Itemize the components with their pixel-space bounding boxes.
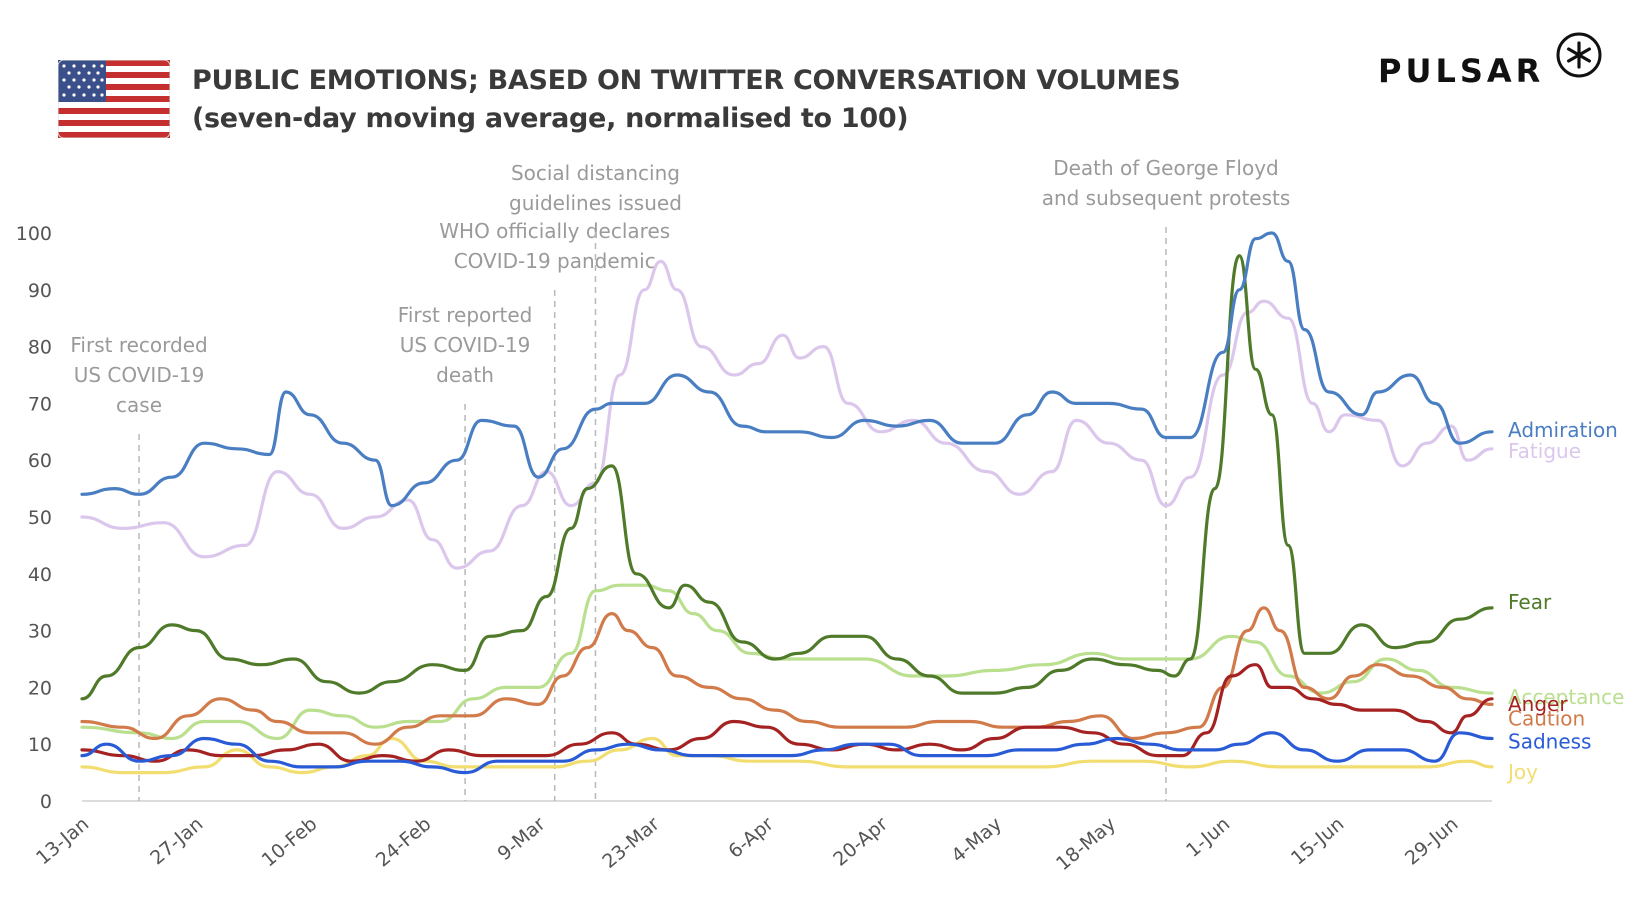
series-line-sadness [80, 731, 1494, 775]
series-line-acceptance [80, 583, 1494, 741]
event-annotation-text: death [436, 363, 494, 387]
x-tick-label: 9-Mar [494, 813, 550, 865]
legend-label-fatigue: Fatigue [1508, 439, 1581, 463]
legend-label-acceptance: Acceptance [1508, 685, 1624, 709]
x-tick-label: 20-Apr [829, 813, 892, 871]
series-line-joy [80, 736, 1494, 775]
us-flag-icon [58, 60, 170, 138]
event-annotation-text: guidelines issued [509, 191, 682, 215]
chart-subtitle: (seven-day moving average, normalised to… [192, 103, 909, 134]
y-tick-label: 60 [28, 450, 52, 472]
legend-label-caution: Caution [1508, 706, 1585, 730]
event-annotation-text: and subsequent protests [1042, 186, 1291, 210]
legend-label-admiration: Admiration [1508, 418, 1618, 442]
x-tick-label: 15-Jun [1287, 813, 1348, 870]
series-line-admiration [80, 231, 1494, 508]
x-tick-label: 23-Mar [598, 813, 664, 873]
y-tick-label: 70 [28, 393, 52, 415]
event-annotation-text: case [116, 393, 162, 417]
x-tick-label: 29-Jun [1401, 813, 1462, 870]
legend-label-joy: Joy [1506, 760, 1538, 784]
event-annotation-text: US COVID-19 [74, 363, 205, 387]
event-annotation-text: US COVID-19 [400, 333, 531, 357]
series-line-fear [80, 254, 1494, 701]
x-tick-label: 24-Feb [372, 813, 436, 871]
pulsar-logo-icon [1556, 32, 1602, 78]
series-line-fatigue [80, 259, 1494, 570]
x-tick-label: 13-Jan [32, 813, 93, 869]
y-tick-label: 40 [28, 564, 52, 586]
y-tick-label: 0 [40, 791, 52, 813]
x-tick-label: 27-Jan [146, 813, 207, 869]
x-tick-label: 18-May [1052, 813, 1120, 875]
chart-title: PUBLIC EMOTIONS; BASED ON TWITTER CONVER… [192, 62, 1181, 138]
x-tick-label: 6-Apr [724, 813, 778, 863]
x-tick-label: 10-Feb [258, 813, 322, 871]
y-tick-label: 50 [28, 507, 52, 529]
y-tick-label: 10 [28, 734, 52, 756]
y-tick-label: 100 [16, 223, 52, 245]
brand-logo-text: PULSAR [1378, 52, 1545, 90]
y-tick-label: 30 [28, 621, 52, 643]
legend-label-fear: Fear [1508, 590, 1552, 614]
x-tick-label: 4-May [947, 813, 1006, 867]
legend-label-anger: Anger [1508, 692, 1568, 716]
x-tick-label: 1-Jun [1182, 813, 1234, 862]
chart-title-line-1: PUBLIC EMOTIONS; BASED ON TWITTER CONVER… [192, 65, 1181, 96]
event-annotation-text: WHO officially declares [439, 219, 670, 243]
legend-label-sadness: Sadness [1508, 730, 1591, 754]
y-tick-label: 80 [28, 337, 52, 359]
y-tick-label: 90 [28, 280, 52, 302]
y-tick-label: 20 [28, 677, 52, 699]
event-annotation-text: COVID-19 pandemic [454, 249, 656, 273]
event-annotation-text: Social distancing [511, 161, 680, 185]
event-annotation-text: First reported [398, 303, 533, 327]
event-annotation-text: Death of George Floyd [1053, 156, 1279, 180]
series-line-caution [80, 606, 1494, 746]
event-annotation-text: First recorded [70, 333, 207, 357]
